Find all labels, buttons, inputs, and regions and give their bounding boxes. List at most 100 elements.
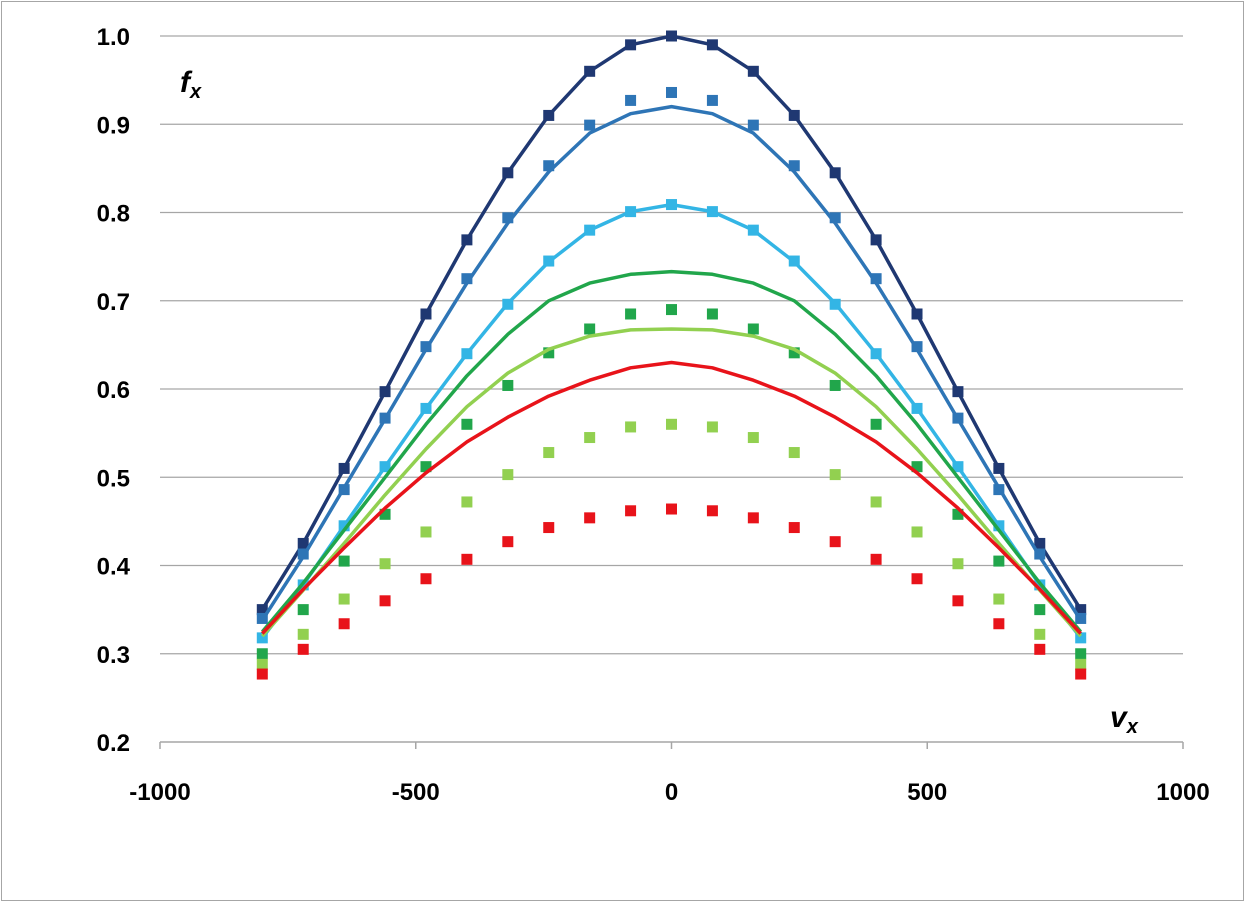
y-tick-label: 0.8 — [97, 201, 130, 228]
y-tick-label: 0.9 — [97, 112, 130, 139]
data-point — [461, 348, 473, 360]
data-point — [584, 65, 596, 77]
data-point — [666, 30, 677, 42]
data-point — [747, 65, 759, 77]
data-point — [1034, 537, 1046, 549]
data-point — [379, 508, 391, 520]
data-point — [338, 520, 350, 532]
data-point — [543, 255, 555, 267]
data-point — [1034, 548, 1046, 560]
data-point — [1075, 648, 1087, 660]
data-point — [666, 199, 677, 211]
data-point — [625, 505, 637, 517]
data-point — [1034, 628, 1046, 640]
data-point — [584, 323, 596, 335]
data-point — [706, 39, 718, 51]
data-point — [625, 308, 637, 320]
series-line — [260, 104, 1083, 622]
data-point — [952, 461, 964, 473]
data-point — [788, 447, 800, 459]
data-point — [256, 658, 268, 670]
data-point — [870, 348, 882, 360]
data-point — [788, 522, 800, 534]
data-point — [993, 618, 1005, 630]
series-group — [256, 30, 1087, 680]
data-point — [543, 160, 555, 172]
data-point — [952, 558, 964, 570]
data-point — [420, 308, 432, 320]
data-point — [829, 167, 841, 179]
data-point — [338, 484, 350, 496]
x-axis — [159, 741, 1184, 749]
data-point — [584, 432, 596, 444]
series-6 — [256, 360, 1087, 680]
data-point — [625, 39, 637, 51]
x-tick-label: -1000 — [129, 779, 190, 806]
series-3 — [256, 199, 1087, 644]
data-point — [502, 379, 514, 391]
data-point — [543, 447, 555, 459]
data-point — [461, 418, 473, 430]
data-point — [666, 503, 677, 515]
data-point — [911, 341, 923, 353]
gridlines — [160, 35, 1183, 655]
y-tick-label: 0.7 — [97, 289, 130, 316]
data-point — [379, 595, 391, 607]
data-point — [543, 347, 555, 359]
data-point — [952, 386, 964, 398]
data-point — [911, 308, 923, 320]
data-point — [706, 94, 718, 106]
data-point — [543, 522, 555, 534]
data-point — [379, 461, 391, 473]
y-tick-label: 0.5 — [97, 465, 130, 492]
data-point — [502, 469, 514, 481]
data-point — [829, 212, 841, 224]
data-point — [420, 461, 432, 473]
data-point — [420, 402, 432, 414]
data-point — [788, 255, 800, 267]
data-point — [747, 323, 759, 335]
data-point — [747, 119, 759, 131]
x-tick-label: 0 — [665, 779, 678, 806]
data-point — [952, 595, 964, 607]
data-point — [666, 86, 677, 98]
data-point — [338, 593, 350, 605]
tick-labels: 0.2 0.3 0.4 0.5 0.6 0.7 0.8 0.9 1.0 -1000 -500 0 500… — [97, 24, 1210, 806]
data-point — [706, 421, 718, 433]
y-tick-label: 0.4 — [97, 554, 131, 581]
data-point — [256, 612, 268, 624]
series-4 — [256, 269, 1087, 660]
series-line — [260, 327, 1083, 638]
data-point — [1075, 612, 1087, 624]
data-point — [829, 469, 841, 481]
data-point — [911, 573, 923, 585]
series-line — [260, 269, 1083, 633]
data-point — [666, 304, 677, 316]
data-point — [1034, 643, 1046, 655]
x-axis-label: vx — [1110, 701, 1139, 738]
data-point — [747, 432, 759, 444]
series-2 — [256, 86, 1087, 624]
data-point — [543, 109, 555, 121]
data-point — [461, 234, 473, 246]
data-point — [379, 386, 391, 398]
data-point — [256, 632, 268, 644]
data-point — [993, 462, 1005, 474]
data-point — [952, 508, 964, 520]
data-point — [1034, 604, 1046, 616]
data-point — [1075, 604, 1087, 616]
data-point — [829, 536, 841, 548]
data-point — [706, 206, 718, 218]
data-point — [461, 496, 473, 508]
series-1 — [256, 30, 1087, 616]
data-point — [625, 206, 637, 218]
data-point — [788, 347, 800, 359]
data-point — [420, 573, 432, 585]
data-point — [911, 526, 923, 538]
data-point — [297, 537, 309, 549]
data-point — [911, 402, 923, 414]
data-point — [788, 160, 800, 172]
data-point — [829, 298, 841, 310]
data-point — [297, 643, 309, 655]
